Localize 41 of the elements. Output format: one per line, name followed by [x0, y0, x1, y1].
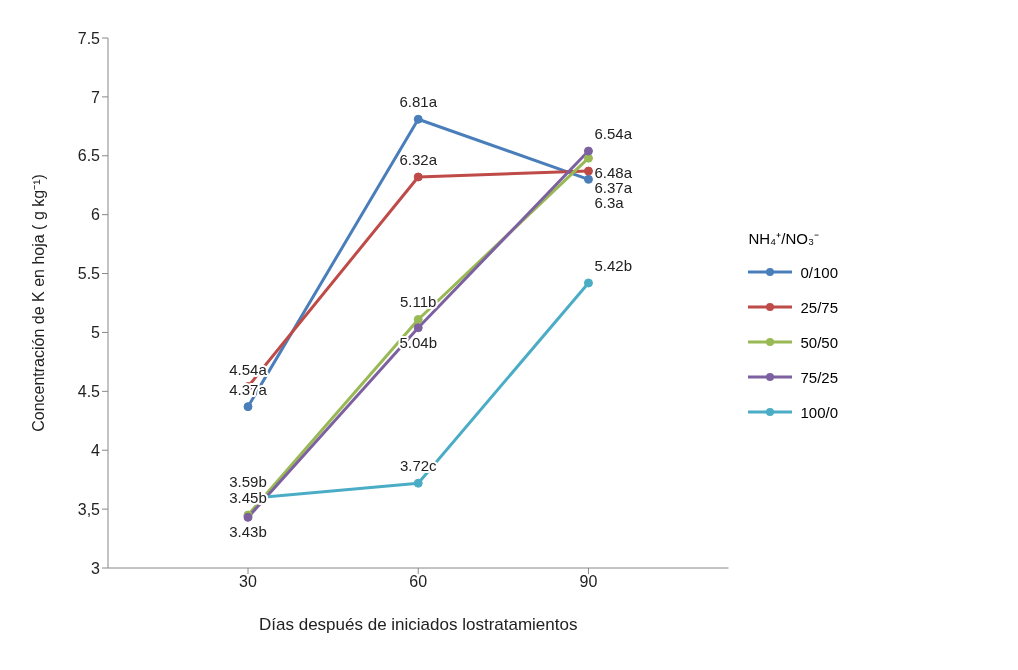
point [413, 114, 423, 124]
y-tick-label: 3 [91, 559, 101, 577]
point [413, 172, 423, 182]
y-tick-label: 5 [91, 324, 101, 342]
data-label: 3.43b [229, 523, 267, 541]
data-label: 5.42b [594, 256, 632, 274]
y-tick-label: 3,5 [77, 500, 101, 518]
legend-label: 0/100 [800, 263, 838, 281]
data-label: 3.59b [229, 472, 267, 490]
x-axis-title: Días después de iniciados lostratamientos [259, 615, 578, 635]
legend-label: 50/50 [800, 333, 838, 351]
data-label: 6.32a [399, 150, 438, 168]
y-tick-label: 4 [91, 441, 101, 459]
legend-label: 25/75 [800, 298, 838, 316]
x-tick-label: 30 [239, 573, 257, 591]
data-label: 6.37a [594, 179, 633, 197]
y-tick-label: 5.5 [77, 265, 101, 283]
x-tick-label: 60 [409, 573, 428, 591]
point [583, 278, 593, 288]
point [583, 146, 593, 156]
legend-label: 100/0 [800, 403, 838, 421]
point [413, 314, 423, 324]
y-tick-label: 4.5 [77, 383, 101, 401]
point [583, 174, 593, 184]
point [583, 166, 593, 176]
y-tick-label: 6 [91, 206, 101, 224]
y-axis-title: Concentración de K en hoja ( g kg⁻¹) [29, 174, 47, 432]
legend-label: 75/25 [800, 368, 838, 386]
point [413, 478, 423, 488]
point [413, 323, 423, 333]
y-tick-label: 6.5 [77, 147, 101, 165]
y-tick-label: 7.5 [77, 29, 101, 47]
y-tick-label: 7 [91, 88, 101, 106]
data-label: 6.81a [399, 93, 438, 111]
legend-title: NH₄⁺/NO₃⁻ [748, 228, 821, 248]
data-label: 5.11b [400, 293, 437, 311]
point [243, 402, 253, 412]
x-tick-label: 90 [579, 573, 598, 591]
data-label: 6.48a [594, 164, 633, 182]
data-label: 6.3a [594, 194, 625, 212]
data-label: 6.54a [594, 125, 633, 143]
